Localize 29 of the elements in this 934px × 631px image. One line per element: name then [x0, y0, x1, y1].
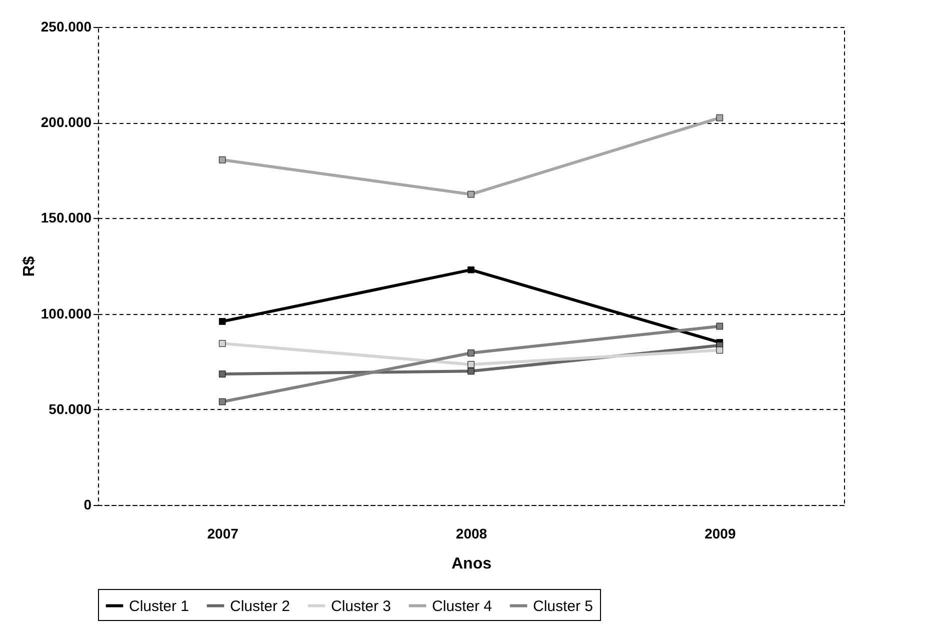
y-tick-label: 50.000	[48, 400, 92, 417]
x-axis-title: Anos	[452, 556, 492, 572]
y-axis-title: R$	[20, 256, 38, 277]
point	[218, 398, 226, 406]
x-tick-label: 2007	[207, 526, 239, 542]
point	[218, 340, 226, 347]
legend-label: Cluster 5	[533, 598, 594, 615]
y-tick-label: 250.000	[40, 18, 92, 34]
y-tick-label: 100.000	[40, 305, 92, 322]
point	[468, 190, 474, 198]
y-tick-label: 200.000	[40, 114, 92, 130]
point	[716, 346, 724, 354]
x-tick-label: 2009	[704, 526, 736, 542]
point	[218, 156, 226, 164]
legend-label: Cluster 2	[230, 598, 290, 615]
point	[468, 368, 474, 375]
x-tick-label: 2008	[456, 526, 488, 542]
legend-label: Cluster 1	[129, 598, 190, 615]
legend-label: Cluster 4	[432, 598, 492, 615]
point	[468, 361, 474, 368]
y-tick-label: 0	[84, 496, 92, 512]
point	[218, 370, 226, 378]
point	[716, 322, 724, 330]
point	[218, 318, 226, 325]
point	[716, 114, 724, 122]
point	[468, 266, 474, 274]
y-tick-label: 150.000	[40, 210, 92, 226]
point	[468, 350, 474, 356]
legend-label: Cluster 3	[331, 598, 392, 615]
